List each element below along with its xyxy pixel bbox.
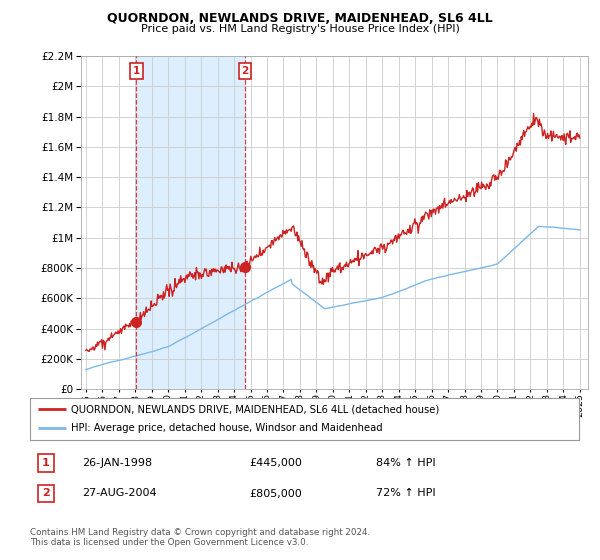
Text: £445,000: £445,000 xyxy=(250,458,302,468)
Text: 72% ↑ HPI: 72% ↑ HPI xyxy=(376,488,436,498)
Text: 1: 1 xyxy=(42,458,50,468)
Text: QUORNDON, NEWLANDS DRIVE, MAIDENHEAD, SL6 4LL: QUORNDON, NEWLANDS DRIVE, MAIDENHEAD, SL… xyxy=(107,12,493,25)
Text: 1: 1 xyxy=(133,66,140,76)
Text: 27-AUG-2004: 27-AUG-2004 xyxy=(82,488,157,498)
Text: 84% ↑ HPI: 84% ↑ HPI xyxy=(376,458,436,468)
Text: 2: 2 xyxy=(241,66,248,76)
Text: HPI: Average price, detached house, Windsor and Maidenhead: HPI: Average price, detached house, Wind… xyxy=(71,423,383,433)
Text: £805,000: £805,000 xyxy=(250,488,302,498)
Bar xyxy=(136,56,245,389)
Text: QUORNDON, NEWLANDS DRIVE, MAIDENHEAD, SL6 4LL (detached house): QUORNDON, NEWLANDS DRIVE, MAIDENHEAD, SL… xyxy=(71,404,439,414)
Text: 26-JAN-1998: 26-JAN-1998 xyxy=(82,458,152,468)
Text: Price paid vs. HM Land Registry's House Price Index (HPI): Price paid vs. HM Land Registry's House … xyxy=(140,24,460,34)
Text: 2: 2 xyxy=(42,488,50,498)
Text: Contains HM Land Registry data © Crown copyright and database right 2024.
This d: Contains HM Land Registry data © Crown c… xyxy=(30,528,370,547)
